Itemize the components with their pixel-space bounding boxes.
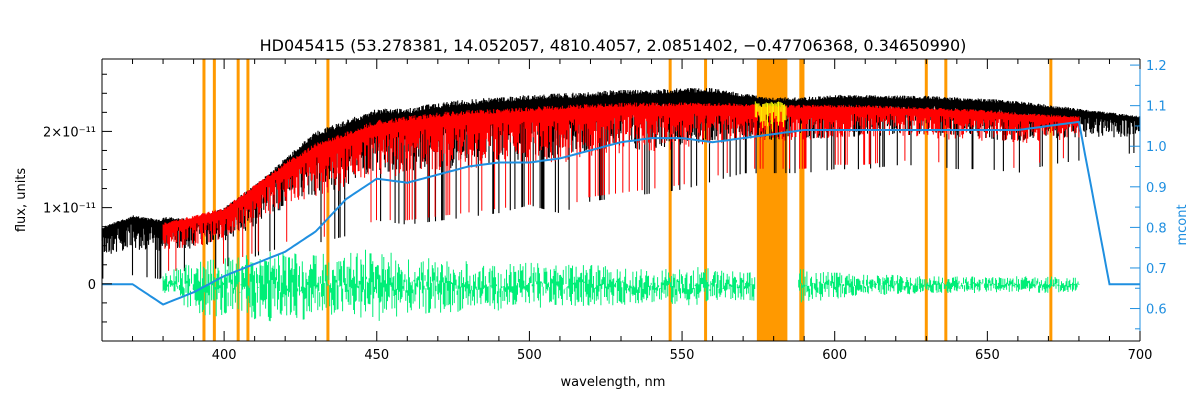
x-tick-label: 550 xyxy=(670,348,695,363)
right-tick-label: 1.0 xyxy=(1146,140,1167,155)
right-tick-label: 0.7 xyxy=(1146,262,1167,277)
right-tick-label: 1.2 xyxy=(1146,59,1167,74)
axes: 400 450 500 550 600 650 700 0 1×10⁻¹¹ 2×10⁻¹¹ 0.6 0… xyxy=(43,58,1167,363)
x-tick-label: 700 xyxy=(1128,348,1153,363)
right-tick-label: 0.6 xyxy=(1146,303,1167,318)
right-tick-label: 0.9 xyxy=(1146,181,1167,196)
y-axis-label: flux, units xyxy=(14,168,29,233)
y-tick-label: 0 xyxy=(88,278,96,293)
x-axis-label: wavelength, nm xyxy=(561,375,666,390)
series-continuum xyxy=(102,120,1140,306)
right-tick-label: 1.1 xyxy=(1146,100,1167,115)
y-tick-label: 1×10⁻¹¹ xyxy=(43,202,96,217)
series-telluric xyxy=(754,101,787,132)
x-tick-label: 650 xyxy=(975,348,1000,363)
series-model xyxy=(162,102,1080,271)
y-tick-label: 2×10⁻¹¹ xyxy=(43,125,96,140)
right-tick-label: 0.8 xyxy=(1146,221,1167,236)
chart-title: HD045415 (53.278381, 14.052057, 4810.405… xyxy=(260,36,967,55)
right-axis-label: mcont xyxy=(1175,204,1190,245)
plot-area xyxy=(101,88,1141,322)
series-residual xyxy=(162,249,1080,322)
x-tick-label: 400 xyxy=(212,348,237,363)
x-tick-label: 500 xyxy=(517,348,542,363)
x-tick-label: 600 xyxy=(822,348,847,363)
x-tick-label: 450 xyxy=(364,348,389,363)
